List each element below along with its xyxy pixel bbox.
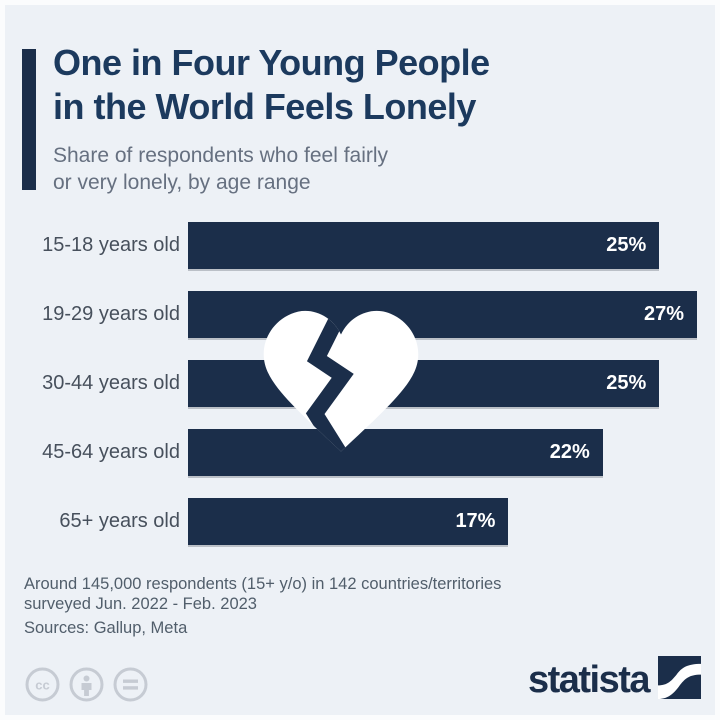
bar: 25% — [188, 360, 660, 407]
svg-text:cc: cc — [35, 678, 49, 693]
category-label: 65+ years old — [59, 510, 180, 532]
subtitle-line-1: Share of respondents who feel fairly — [53, 144, 389, 167]
footnote-line-2: surveyed Jun. 2022 - Feb. 2023 — [24, 595, 257, 613]
bar-row: 65+ years old 17% — [5, 498, 697, 545]
bar-row: 19-29 years old 27% — [5, 291, 697, 338]
bar-track: 22% — [188, 429, 697, 476]
bar-chart: 15-18 years old 25% 19-29 years old 27% … — [5, 222, 697, 567]
title-line-2: in the World Feels Lonely — [53, 86, 476, 127]
bar: 25% — [188, 222, 660, 269]
bar-value-label: 25% — [606, 372, 647, 394]
bar-track: 25% — [188, 360, 697, 407]
statista-logo[interactable]: statista — [528, 656, 701, 704]
page-title: One in Four Young People in the World Fe… — [53, 41, 490, 129]
bar-track: 25% — [188, 222, 697, 269]
category-label: 45-64 years old — [42, 441, 180, 463]
bar-row: 30-44 years old 25% — [5, 360, 697, 407]
subtitle-line-2: or very lonely, by age range — [53, 171, 311, 194]
bar-value-label: 27% — [643, 303, 684, 325]
bar-track: 27% — [188, 291, 697, 338]
bar-value-label: 25% — [606, 234, 647, 256]
bar: 17% — [188, 498, 509, 545]
cc-icon[interactable]: cc — [25, 667, 60, 702]
footnote: Around 145,000 respondents (15+ y/o) in … — [24, 574, 501, 638]
title-line-1: One in Four Young People — [53, 42, 490, 83]
category-label: 30-44 years old — [42, 372, 180, 394]
bar-value-label: 22% — [549, 441, 590, 463]
license-icons: cc — [25, 667, 148, 702]
category-label: 15-18 years old — [42, 234, 180, 256]
sources-line: Sources: Gallup, Meta — [24, 619, 188, 637]
statista-logo-mark-icon — [658, 656, 701, 704]
bar-value-label: 17% — [455, 510, 496, 532]
title-accent-bar — [22, 49, 36, 190]
category-label: 19-29 years old — [42, 303, 180, 325]
chart-subtitle: Share of respondents who feel fairly or … — [53, 142, 490, 196]
bar-track: 17% — [188, 498, 697, 545]
equals-icon[interactable] — [113, 667, 148, 702]
footnote-line-1: Around 145,000 respondents (15+ y/o) in … — [24, 575, 502, 593]
bar-row: 15-18 years old 25% — [5, 222, 697, 269]
bar-row: 45-64 years old 22% — [5, 429, 697, 476]
header: One in Four Young People in the World Fe… — [22, 41, 490, 196]
attribution-person-icon[interactable] — [69, 667, 104, 702]
statista-wordmark: statista — [527, 659, 651, 701]
bar: 22% — [188, 429, 603, 476]
bar: 27% — [188, 291, 697, 338]
